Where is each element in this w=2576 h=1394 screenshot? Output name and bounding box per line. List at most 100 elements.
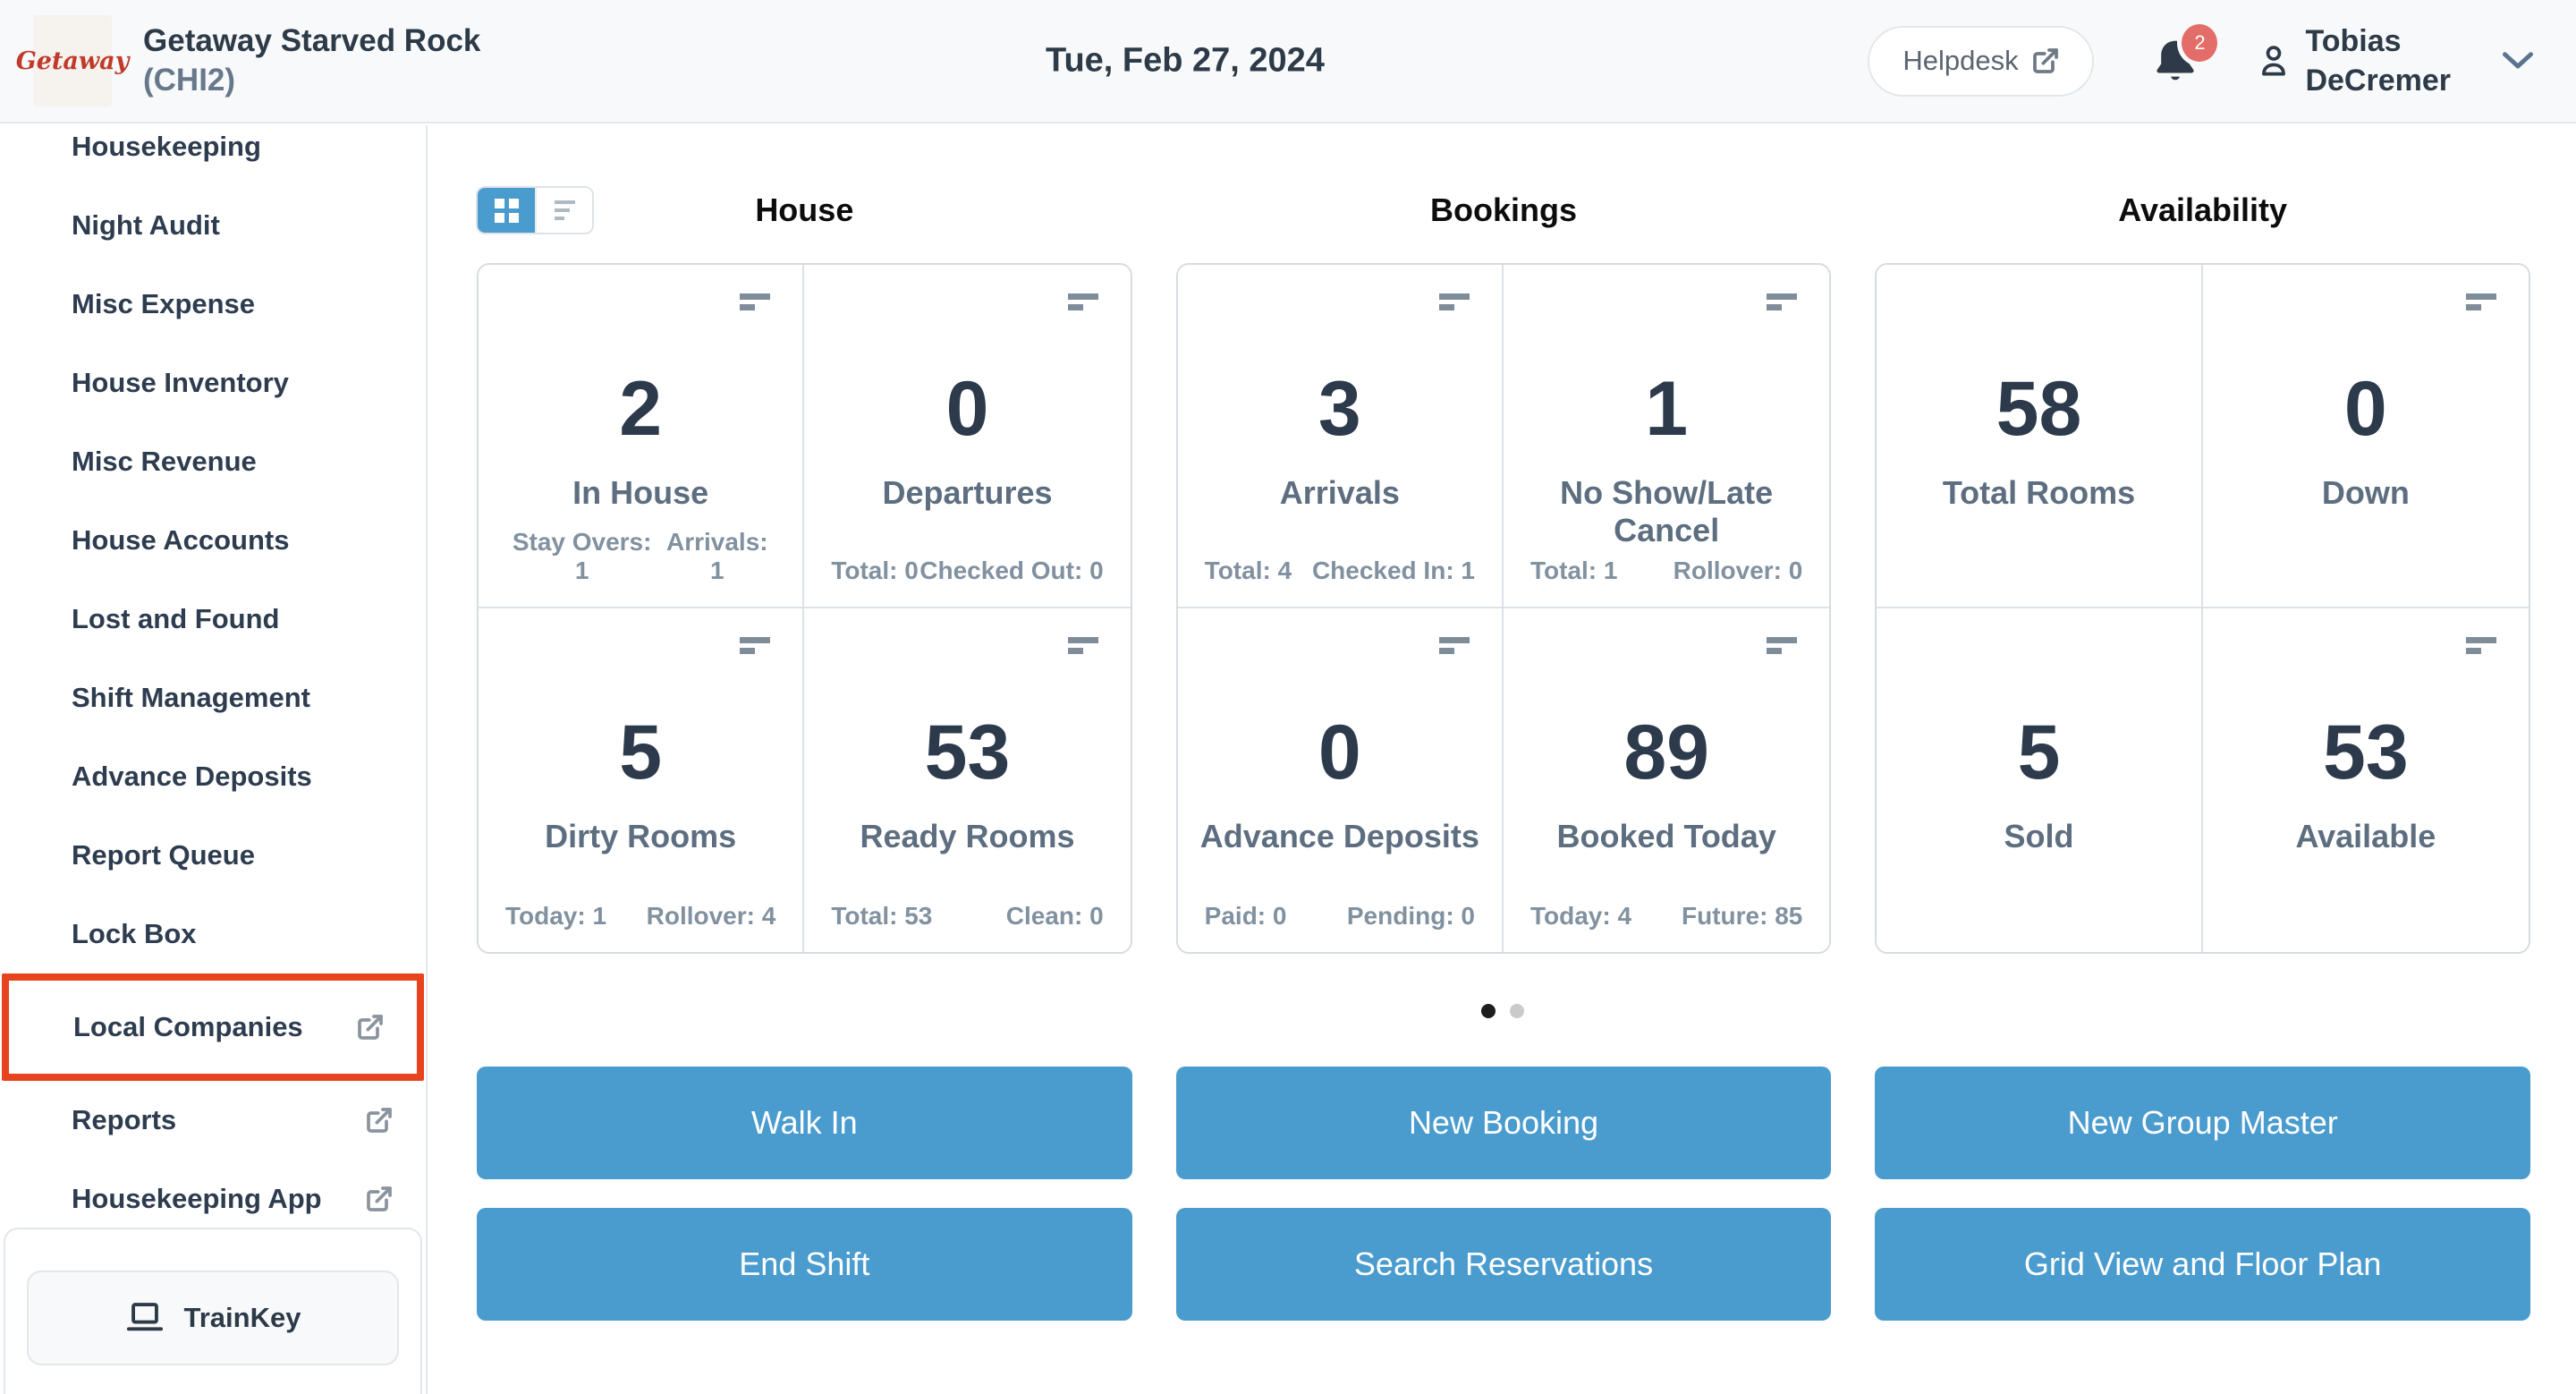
notifications-button[interactable]: 2: [2153, 24, 2218, 85]
stat-card-available[interactable]: 53 Available: [2202, 608, 2529, 952]
sidebar-item-housekeeping[interactable]: Housekeeping: [0, 125, 426, 186]
stat-label: Total Rooms: [1942, 474, 2136, 511]
dashboard: House Bookings Availability 2 In House S…: [429, 125, 2576, 1394]
grid-view-icon: [494, 198, 519, 223]
stat-label: No Show/Late Cancel: [1560, 474, 1774, 548]
sidebar-item-local-companies[interactable]: Local Companies: [2, 973, 424, 1081]
sidebar-item-label: Lock Box: [72, 918, 197, 949]
stat-card-advance-deposits[interactable]: 0 Advance Deposits Paid: 0 Pending: 0: [1177, 608, 1504, 952]
column-title-house: House: [755, 191, 854, 228]
walk-in-button[interactable]: Walk In: [477, 1067, 1132, 1179]
card-menu-icon[interactable]: [740, 637, 771, 654]
stat-label: Dirty Rooms: [545, 818, 737, 854]
property-name: Getaway Starved Rock: [143, 23, 481, 58]
sidebar-item-house-inventory[interactable]: House Inventory: [0, 344, 426, 422]
sidebar-item-lost-and-found[interactable]: Lost and Found: [0, 580, 426, 659]
property-title: Getaway Starved Rock (CHI2): [143, 21, 480, 100]
laptop-icon: [126, 1303, 163, 1331]
trainkey-panel: TrainKey: [4, 1228, 422, 1394]
new-booking-button[interactable]: New Booking: [1175, 1067, 1832, 1179]
stat-value: 5: [619, 710, 663, 795]
stat-detail-right: Arrivals: 1: [665, 528, 768, 584]
grid-view-button[interactable]: [478, 188, 535, 233]
helpdesk-label: Helpdesk: [1902, 45, 2019, 76]
search-reservations-button[interactable]: Search Reservations: [1175, 1208, 1832, 1321]
stat-footer: Stay Overs: 1 Arrivals: 1: [505, 528, 775, 585]
stat-detail-right: Pending: 0: [1346, 902, 1475, 930]
new-group-master-button[interactable]: New Group Master: [1875, 1067, 2531, 1179]
stat-detail-left: Stay Overs: 1: [512, 528, 652, 584]
stat-card-arrivals[interactable]: 3 Arrivals Total: 4 Checked In: 1: [1177, 265, 1504, 608]
sidebar-item-label: House Inventory: [72, 367, 289, 398]
sidebar-item-shift-management[interactable]: Shift Management: [0, 659, 426, 737]
stat-value: 58: [1996, 366, 2082, 452]
card-menu-icon[interactable]: [2466, 293, 2497, 310]
stat-footer: Total: 0 Checked Out: 0: [831, 557, 1103, 585]
end-shift-button[interactable]: End Shift: [477, 1208, 1132, 1321]
stat-card-down[interactable]: 0 Down: [2202, 265, 2529, 608]
sidebar-item-advance-deposits[interactable]: Advance Deposits: [0, 737, 426, 816]
stat-label: Advance Deposits: [1199, 818, 1479, 854]
stat-card-in-house[interactable]: 2 In House Stay Overs: 1 Arrivals: 1: [479, 265, 805, 608]
header-actions: Helpdesk 2 Tobias DeCremer: [1868, 0, 2533, 122]
sidebar-item-misc-expense[interactable]: Misc Expense: [0, 265, 426, 344]
trainkey-button[interactable]: TrainKey: [27, 1271, 399, 1365]
stat-footer: Paid: 0 Pending: 0: [1205, 902, 1475, 931]
user-menu-toggle[interactable]: [2503, 52, 2533, 70]
stat-detail-right: Future: 85: [1681, 902, 1803, 930]
list-view-icon: [554, 200, 575, 220]
stat-card-dirty-rooms[interactable]: 5 Dirty Rooms Today: 1 Rollover: 4: [479, 608, 805, 952]
card-menu-icon[interactable]: [1767, 637, 1798, 654]
sidebar-item-night-audit[interactable]: Night Audit: [0, 186, 426, 265]
list-view-button[interactable]: [535, 188, 592, 233]
pagination-dot-2[interactable]: [1510, 1004, 1524, 1018]
sidebar-nav: Housekeeping Night Audit Misc Expense Ho…: [0, 125, 426, 1238]
stat-value: 3: [1318, 366, 1361, 452]
card-menu-icon[interactable]: [1439, 637, 1470, 654]
stat-card-departures[interactable]: 0 Departures Total: 0 Checked Out: 0: [804, 265, 1131, 608]
stat-footer: Total: 53 Clean: 0: [831, 902, 1103, 931]
sidebar-item-label: Report Queue: [72, 839, 255, 871]
card-menu-icon[interactable]: [1067, 637, 1098, 654]
sidebar-item-label: Housekeeping App: [72, 1183, 322, 1214]
card-menu-icon[interactable]: [2466, 637, 2497, 654]
sidebar-item-housekeeping-app[interactable]: Housekeeping App: [0, 1160, 426, 1238]
sidebar-item-report-queue[interactable]: Report Queue: [0, 816, 426, 895]
stat-card-no-show-late-cancel[interactable]: 1 No Show/Late Cancel Total: 1 Rollover:…: [1504, 265, 1830, 608]
carousel-pagination: [429, 1004, 2576, 1018]
stat-card-sold[interactable]: 5 Sold: [1877, 608, 2203, 952]
stat-value: 0: [945, 366, 989, 452]
stat-detail-right: Checked Out: 0: [919, 557, 1104, 584]
stat-card-ready-rooms[interactable]: 53 Ready Rooms Total: 53 Clean: 0: [804, 608, 1131, 952]
stat-footer: Today: 4 Future: 85: [1530, 902, 1802, 931]
user-menu[interactable]: Tobias DeCremer: [2257, 21, 2451, 100]
sidebar-item-reports[interactable]: Reports: [0, 1081, 426, 1160]
card-menu-icon[interactable]: [1439, 293, 1470, 310]
sidebar-item-misc-revenue[interactable]: Misc Revenue: [0, 422, 426, 501]
stat-value: 0: [1318, 710, 1361, 795]
brand-logo-text: Getaway: [15, 47, 130, 75]
notification-badge: 2: [2182, 24, 2218, 62]
stat-detail-left: Total: 4: [1204, 557, 1292, 584]
stat-detail-right: Clean: 0: [1005, 902, 1104, 930]
stat-card-booked-today[interactable]: 89 Booked Today Today: 4 Future: 85: [1504, 608, 1830, 952]
card-menu-icon[interactable]: [1067, 293, 1098, 310]
sidebar-item-label: Misc Expense: [72, 288, 256, 319]
helpdesk-button[interactable]: Helpdesk: [1868, 25, 2095, 97]
sidebar-item-label: Misc Revenue: [72, 446, 257, 477]
external-link-icon: [367, 1186, 392, 1211]
card-menu-icon[interactable]: [1767, 293, 1798, 310]
stat-detail-left: Total: 1: [1530, 557, 1618, 584]
stat-group-house: 2 In House Stay Overs: 1 Arrivals: 1 0 D…: [477, 263, 1132, 954]
stat-label: Sold: [2004, 818, 2074, 854]
sidebar-item-lock-box[interactable]: Lock Box: [0, 895, 426, 973]
sidebar-item-label: Advance Deposits: [72, 761, 312, 792]
stat-card-total-rooms[interactable]: 58 Total Rooms: [1877, 265, 2203, 608]
stat-group-availability: 58 Total Rooms 0 Down 5 Sold 53 Availabl…: [1875, 263, 2531, 954]
pagination-dot-1[interactable]: [1481, 1004, 1496, 1018]
card-menu-icon[interactable]: [740, 293, 771, 310]
stat-label: Down: [2321, 474, 2410, 511]
sidebar: Housekeeping Night Audit Misc Expense Ho…: [0, 125, 428, 1394]
grid-view-floor-plan-button[interactable]: Grid View and Floor Plan: [1875, 1208, 2531, 1321]
sidebar-item-house-accounts[interactable]: House Accounts: [0, 501, 426, 580]
